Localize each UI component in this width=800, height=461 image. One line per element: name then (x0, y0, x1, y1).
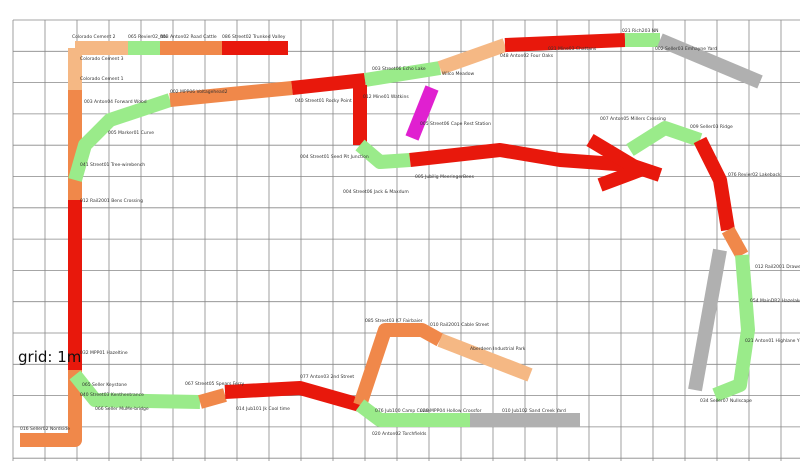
track (405, 85, 439, 141)
track-label: 005 Street06 Cape Rest Station (420, 121, 491, 127)
track-label: 076 Revier02 Lakeback (728, 172, 781, 178)
track-label: 007 Anton05 Millers Crossing (600, 116, 666, 122)
track-label: 032 MPP01 Hazeltine (80, 350, 128, 356)
track (355, 399, 470, 427)
track-label: Wilco Meadow (442, 71, 475, 77)
track (20, 370, 82, 447)
track-label: Aberdeen Industrial Park (470, 346, 526, 352)
tracks (20, 33, 763, 447)
track-label: 041 Street01 Tree-wirebench (80, 162, 145, 168)
track-label: 009 Seller03 Ridge (690, 124, 733, 130)
track-label: 004 Street06 Jack & Maxdum (343, 189, 409, 195)
track-label: 004 Street01 Seed Pit Junction (300, 154, 369, 160)
track (68, 93, 173, 182)
track-label: 020 MPP04 Hollow Crossfor (420, 408, 482, 414)
track (437, 333, 533, 382)
track (169, 81, 293, 107)
track-label: 010 Rail2001 Cable Street (430, 322, 489, 328)
track-label: 003 Street06 Echo Lake (372, 66, 426, 72)
track (626, 121, 703, 156)
track (437, 38, 508, 75)
track (355, 139, 411, 169)
track-label: 012 Rail2001 Drawer (755, 264, 800, 270)
track-label: Colorado Cement 3 (80, 56, 124, 62)
track (586, 133, 647, 192)
track-label: 014 Jub101 Jk Cool time (236, 406, 290, 412)
track-label: 054 MainDR2 Hazelake (750, 298, 800, 304)
track (688, 248, 727, 392)
track-label: 010 Jub102 Sand Creek Yard (502, 408, 566, 414)
track (69, 370, 201, 409)
track-label: 002 Seller03 Emhayne Yard (655, 46, 717, 52)
track-label: 065 Seller Keystone (82, 382, 127, 388)
track-label: 048 Anton02 Four Oaks (500, 53, 554, 59)
track-label: 076 Jub100 Camp Curve (375, 408, 430, 414)
track-label: 012 Rail2001 Bens Crossing (80, 198, 143, 204)
track-label: Colorado Cement 2 (72, 34, 116, 40)
track-label: 021 Mine03 Chattans (548, 46, 597, 52)
track-label: 077 Anton03 2nd Street (300, 374, 354, 380)
track-label: 034 Seller07 Nullscape (700, 398, 752, 404)
track-label: 012 Mine01 Watkins (363, 94, 409, 100)
track-label: 016 Seller02 Nordside (20, 426, 70, 432)
track (363, 61, 442, 87)
grid-caption: grid: 1m (18, 348, 81, 366)
track-label: Colorado Cement 1 (80, 76, 124, 82)
track-label: 085 Street03 K7 Fairbaier (365, 318, 423, 324)
track-label: 020 Anton02 Torchfields (372, 431, 427, 437)
track (291, 73, 366, 95)
track (504, 33, 626, 52)
track (198, 388, 227, 409)
track (224, 381, 362, 412)
track (657, 33, 763, 89)
track-label: 003 Anton02 Road Cattle (160, 34, 217, 40)
track (721, 226, 749, 259)
labels: Colorado Cement 2 Colorado Cement 3 Colora… (20, 28, 800, 437)
track (353, 323, 444, 408)
track-label: 005 Marker01 Curve (108, 130, 154, 136)
track (693, 136, 735, 232)
track-label: 021 Anton01 Highlane Yd (745, 338, 800, 344)
track (712, 254, 755, 402)
track-label: 040 Street03 Kenthentrance (80, 392, 144, 398)
track-label: 005 Jubilig MeeringerBees (415, 174, 475, 180)
track-label: 002 MPP06 Voltagehead2 (170, 89, 228, 95)
track-label: 021 Rich203 NN (622, 28, 658, 34)
track-label: 003 Anton04 Forward Wood (84, 99, 147, 105)
track-label: 067 Street05 Spears Ferry (185, 381, 244, 387)
track-label: 040 Street01 Rocky Point (295, 98, 352, 104)
track-label: 086 Street02 Trunked Valley (222, 34, 286, 40)
track-label: 066 Seller MuMe-bridge (95, 406, 149, 412)
track-label: 065 Revier02_NN (128, 34, 167, 40)
